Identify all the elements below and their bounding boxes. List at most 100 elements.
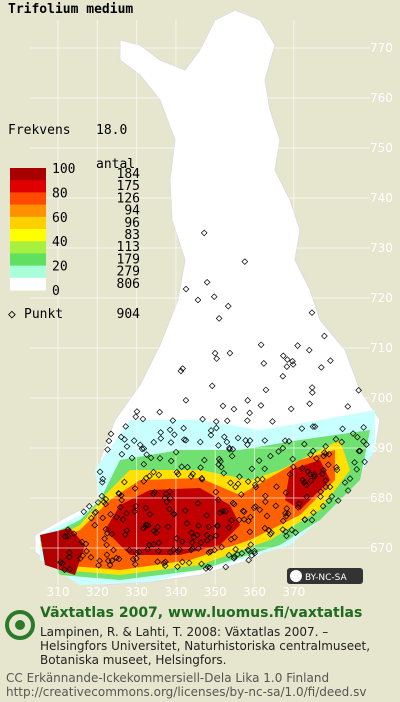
legend-count: 179 xyxy=(117,252,140,267)
point-marker xyxy=(178,463,185,471)
legend-count: 806 xyxy=(117,277,140,292)
point-marker xyxy=(64,526,72,533)
point-marker xyxy=(257,341,265,349)
point-marker xyxy=(80,508,88,516)
point-marker xyxy=(174,563,181,571)
point-marker xyxy=(179,558,186,566)
point-marker xyxy=(201,456,208,464)
point-marker xyxy=(115,555,123,563)
point-marker xyxy=(212,532,220,540)
point-marker xyxy=(252,503,259,510)
point-marker xyxy=(282,528,290,535)
point-marker xyxy=(122,423,130,430)
point-marker xyxy=(232,545,239,553)
point-marker xyxy=(231,553,238,560)
point-marker xyxy=(143,451,151,458)
point-marker xyxy=(228,452,236,460)
footer-heading: Växtatlas 2007, www.luomus.fi/vaxtatlas xyxy=(40,605,362,621)
point-count: 904 xyxy=(117,307,141,322)
point-marker xyxy=(156,408,164,416)
point-marker xyxy=(284,356,291,363)
point-marker xyxy=(135,548,143,556)
point-marker xyxy=(225,551,233,559)
point-marker xyxy=(272,502,280,510)
point-marker xyxy=(150,527,158,535)
point-marker xyxy=(261,437,269,444)
point-marker xyxy=(155,471,163,479)
point-marker xyxy=(142,504,150,512)
point-marker xyxy=(96,468,104,476)
point-marker xyxy=(279,517,287,525)
point-marker xyxy=(290,463,297,471)
point-marker xyxy=(98,478,106,486)
legend-swatch xyxy=(10,253,46,267)
legend-swatch xyxy=(10,192,46,206)
point-marker xyxy=(115,490,123,498)
point-marker xyxy=(248,552,256,559)
point-marker xyxy=(121,531,129,538)
point-marker xyxy=(169,417,177,424)
point-marker xyxy=(240,516,248,523)
point-marker xyxy=(328,493,336,500)
point-marker xyxy=(239,507,247,515)
point-marker xyxy=(132,413,140,421)
point-marker xyxy=(262,498,269,506)
point-marker xyxy=(154,523,162,531)
point-marker xyxy=(311,471,318,478)
point-marker xyxy=(353,466,361,473)
point-marker xyxy=(306,470,314,478)
point-marker xyxy=(217,457,224,465)
point-marker xyxy=(317,488,325,495)
point-marker xyxy=(321,332,328,340)
point-marker xyxy=(182,396,190,404)
point-marker xyxy=(133,408,141,415)
point-marker xyxy=(234,434,242,442)
point-marker xyxy=(70,530,78,537)
species-title: Trifolium medium xyxy=(8,2,133,17)
point-marker xyxy=(227,536,235,543)
point-marker xyxy=(332,435,340,443)
point-marker xyxy=(110,546,117,554)
point-marker xyxy=(98,492,106,500)
point-marker xyxy=(298,464,306,472)
logo xyxy=(5,610,35,640)
point-marker xyxy=(161,562,169,570)
point-marker xyxy=(308,516,316,524)
point-marker xyxy=(173,535,180,542)
northing-label: 720 xyxy=(370,291,393,305)
point-marker xyxy=(132,502,140,510)
point-marker xyxy=(267,452,274,460)
point-marker xyxy=(294,342,301,349)
legend-scale-label: 60 xyxy=(52,211,68,226)
point-marker xyxy=(203,531,211,539)
point-marker xyxy=(154,558,161,566)
point-marker xyxy=(189,470,197,478)
point-marker xyxy=(100,498,108,506)
point-marker xyxy=(307,477,315,485)
point-marker xyxy=(150,490,157,498)
point-marker xyxy=(157,435,165,442)
point-marker xyxy=(303,493,311,500)
point-marker xyxy=(140,445,148,452)
point-marker xyxy=(215,315,223,322)
point-marker xyxy=(203,512,211,519)
point-marker xyxy=(203,537,211,544)
point-marker xyxy=(177,367,185,375)
point-marker xyxy=(325,450,333,458)
point-marker xyxy=(103,541,110,549)
point-marker xyxy=(117,492,125,499)
point-marker xyxy=(118,496,126,504)
point-marker xyxy=(99,514,107,522)
point-marker xyxy=(257,402,265,409)
point-marker xyxy=(166,426,174,434)
point-marker xyxy=(324,461,332,469)
point-marker xyxy=(205,549,213,556)
point-marker xyxy=(107,510,114,518)
northing-label: 770 xyxy=(370,41,393,55)
point-symbol: ◇ xyxy=(8,307,16,322)
point-marker xyxy=(140,478,148,485)
point-marker xyxy=(244,441,251,448)
point-marker xyxy=(311,423,319,430)
point-marker xyxy=(119,516,127,523)
point-marker xyxy=(155,539,163,547)
